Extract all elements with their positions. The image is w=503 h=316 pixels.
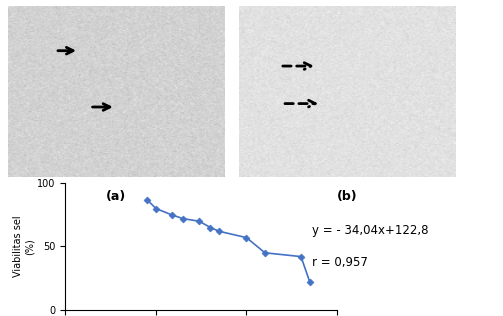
Text: y = - 34,04x+122,8: y = - 34,04x+122,8 [312, 224, 429, 237]
Text: (b): (b) [337, 190, 358, 203]
Text: r = 0,957: r = 0,957 [312, 256, 368, 269]
Y-axis label: Viabilitas sel
(%): Viabilitas sel (%) [13, 216, 35, 277]
Text: (a): (a) [106, 190, 126, 203]
